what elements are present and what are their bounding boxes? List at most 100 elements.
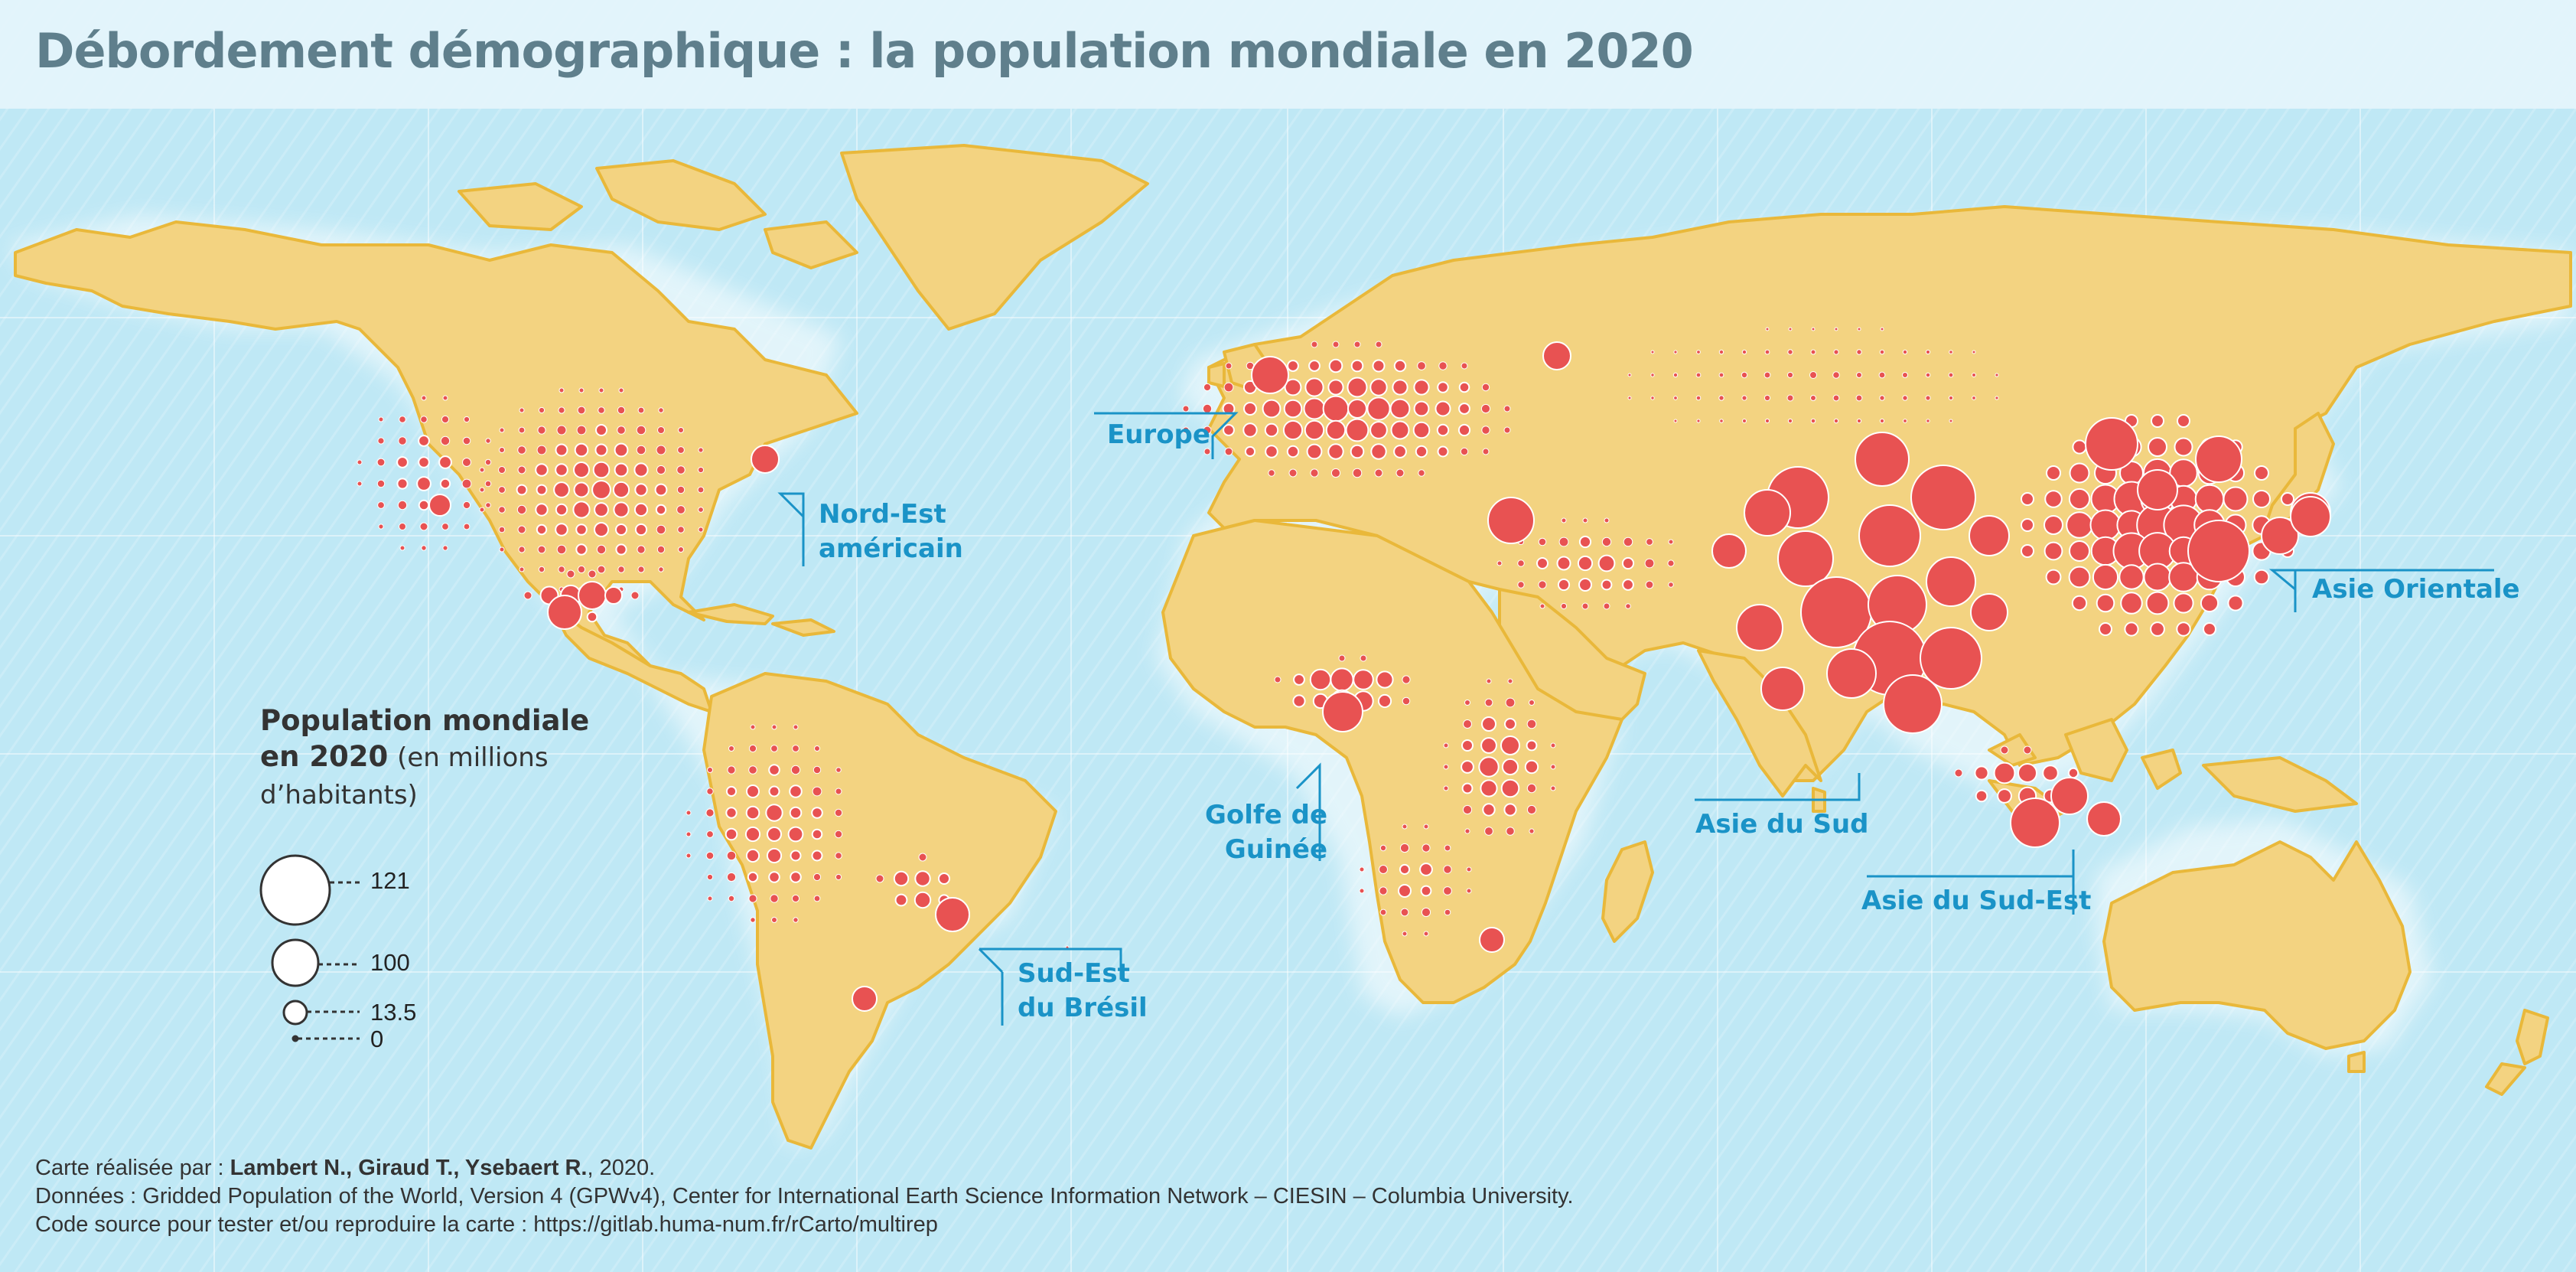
population-circle	[789, 784, 803, 798]
population-circle	[1437, 445, 1449, 458]
legend-leaders	[298, 881, 360, 1040]
population-circle	[378, 416, 384, 422]
population-circle	[2120, 592, 2143, 615]
population-circle	[1949, 350, 1953, 354]
population-circle	[725, 827, 738, 841]
south-asia-circle	[1777, 530, 1834, 587]
population-circle	[1763, 394, 1771, 402]
population-circle	[535, 463, 549, 477]
legend-title-bold-1: Population mondiale	[260, 704, 590, 737]
population-circle	[1855, 394, 1863, 402]
population-circle	[1878, 371, 1886, 379]
credits-line-3: Code source pour tester et/ou reproduire…	[35, 1212, 938, 1237]
population-circle	[1482, 803, 1496, 817]
population-circle	[1644, 558, 1655, 569]
population-circle	[1390, 420, 1410, 440]
population-circle	[1834, 327, 1838, 331]
population-circle	[1332, 341, 1340, 348]
population-circle	[1622, 579, 1634, 591]
population-circle	[1627, 396, 1632, 400]
population-circle	[1857, 327, 1861, 331]
population-circle	[750, 917, 756, 923]
population-circle	[1718, 349, 1724, 355]
population-circle	[1462, 804, 1473, 815]
population-circle	[2000, 745, 2009, 755]
population-circle	[1347, 377, 1368, 398]
population-circle	[744, 826, 761, 843]
label-asie-du-sud: Asie du Sud	[1695, 807, 1869, 842]
population-circle	[793, 917, 799, 923]
population-circle	[1500, 735, 1520, 755]
label-asie-orientale-line1: Asie Orientale	[2312, 574, 2520, 605]
population-circle	[1577, 555, 1594, 572]
population-circle	[1604, 517, 1610, 523]
legend-value-100: 100	[370, 949, 410, 976]
population-circle	[677, 526, 685, 533]
population-circle	[1464, 828, 1470, 834]
population-circle	[637, 545, 646, 554]
population-circle	[485, 502, 491, 508]
population-circle	[2069, 540, 2090, 562]
population-circle	[1366, 396, 1391, 421]
population-circle	[678, 427, 684, 433]
population-circle	[2044, 541, 2063, 561]
population-circle	[1325, 419, 1347, 441]
population-circle	[1786, 371, 1794, 379]
population-circle	[1480, 737, 1497, 754]
population-circle	[1421, 907, 1431, 918]
population-circle	[1304, 377, 1324, 397]
east-asia-circle	[2137, 469, 2178, 510]
population-circle	[1352, 468, 1363, 478]
east-asia-circle	[2261, 517, 2299, 555]
east-asia-circle	[2085, 417, 2138, 471]
population-circle	[1526, 739, 1538, 752]
population-circle	[1402, 931, 1408, 937]
population-circle	[1811, 327, 1816, 331]
population-circle	[811, 828, 823, 840]
population-circle	[1696, 350, 1701, 354]
population-circle	[728, 895, 735, 902]
population-circle	[914, 870, 931, 887]
population-circle	[1182, 426, 1190, 434]
population-circle	[536, 523, 548, 536]
population-circle	[793, 724, 799, 730]
population-circle	[1809, 371, 1817, 379]
population-circle	[1282, 419, 1304, 441]
population-circle	[727, 765, 736, 775]
legend-value-121: 121	[370, 867, 410, 894]
population-circle	[1461, 739, 1474, 752]
population-circle	[1972, 373, 1976, 377]
population-circle	[2066, 511, 2093, 539]
population-circle	[1972, 350, 1976, 354]
population-circle	[586, 611, 598, 623]
population-circle	[1458, 381, 1470, 393]
population-circle	[418, 499, 430, 511]
population-circle	[1415, 445, 1428, 458]
population-circle	[813, 895, 821, 902]
population-circle	[1376, 670, 1394, 689]
population-circle	[1481, 426, 1490, 435]
population-circle	[1345, 418, 1369, 442]
population-circle	[1529, 828, 1535, 834]
population-circle	[555, 503, 568, 517]
population-circle	[1650, 373, 1655, 377]
population-circle	[1673, 419, 1678, 423]
population-circle	[2227, 595, 2244, 612]
population-circle	[676, 505, 686, 514]
population-circle	[1668, 539, 1674, 545]
nigeria-circle	[1322, 691, 1363, 732]
population-circle	[1350, 359, 1364, 373]
legend-circle-13-5	[282, 1000, 308, 1026]
johannesburg-circle	[1479, 927, 1505, 953]
population-circle	[418, 435, 430, 447]
population-circle	[461, 478, 472, 489]
population-circle	[1561, 517, 1567, 523]
population-circle	[1203, 383, 1212, 392]
population-circle	[1484, 698, 1493, 707]
population-circle	[1925, 372, 1931, 378]
credits: Carte réalisée par : Lambert N., Giraud …	[35, 1154, 1871, 1239]
population-circle	[1417, 361, 1426, 370]
population-circle	[1550, 785, 1556, 791]
population-circle	[1311, 341, 1318, 348]
population-circle	[1402, 696, 1411, 706]
